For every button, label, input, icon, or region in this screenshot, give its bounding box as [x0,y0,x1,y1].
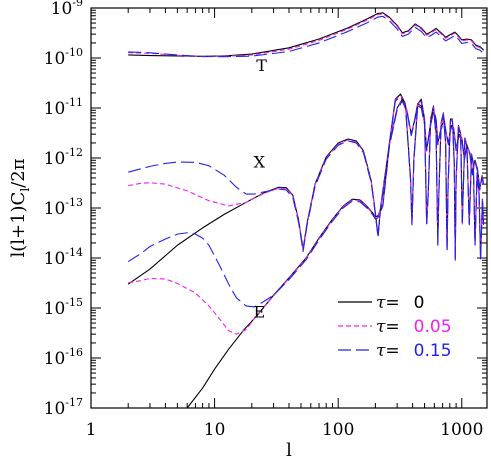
curve-label-t: T [256,56,267,75]
y-tick-exponent: -15 [65,296,83,309]
x-tick-label: 1000 [440,420,483,440]
x-tick-label: 10 [204,420,226,440]
y-tick-label: 10-16 [44,346,83,369]
y-axis-label-subscript: l [18,188,32,192]
series-e-tau-0-15 [127,100,485,308]
y-tick-exponent: -11 [65,96,83,109]
y-tick-base: 10 [44,149,66,169]
y-tick-exponent: -12 [65,146,83,159]
y-tick-exponent: -13 [65,196,83,209]
legend-label: τ= 0.05 [376,317,452,337]
y-tick-labels: 10-910-1010-1110-1210-1310-1410-1510-161… [44,0,83,419]
series-e-tau-0-05 [128,99,485,335]
x-axis-label: l [286,440,292,461]
legend-value: 0 [414,293,425,313]
y-tick-base: 10 [44,199,66,219]
x-tick-label: 100 [322,420,354,440]
curve-label-x: X [254,152,266,171]
y-tick-exponent: -10 [65,46,83,59]
y-tick-label: 10-12 [44,146,83,169]
y-tick-base: 10 [44,99,66,119]
y-tick-exponent: -16 [65,346,83,359]
y-tick-label: 10-10 [44,46,83,69]
y-tick-exponent: -9 [72,0,83,9]
series-x-tau-0-15 [128,95,485,261]
legend-tau-symbol: τ= [376,317,400,337]
legend-tau-symbol: τ= [376,293,400,313]
y-tick-base: 10 [44,399,66,419]
y-tick-label: 10-9 [51,0,83,19]
series-t-tau-0-15 [128,15,484,58]
legend-label: τ= 0 [376,293,424,313]
y-axis-label-tail: /2π [8,158,29,188]
legend: τ= 0 τ= 0.05 τ= 0.15 [338,293,452,361]
y-tick-base: 10 [44,49,66,69]
curve-label-e: E [253,302,265,321]
y-tick-exponent: -17 [65,396,83,409]
x-tick-label: 1 [86,420,97,440]
y-tick-label: 10-13 [44,196,83,219]
series-t-tau-0 [128,12,484,57]
x-tick-labels: 1 10 100 1000 [86,420,484,440]
legend-value: 0.05 [414,317,452,337]
y-tick-base: 10 [44,349,66,369]
y-tick-label: 10-17 [44,396,83,419]
legend-value: 0.15 [414,341,452,361]
y-axis-label: l(l+1)Cl/2π [8,158,32,257]
y-tick-exponent: -14 [65,246,83,259]
y-axis-label-main: l(l+1)C [8,192,29,258]
y-tick-base: 10 [44,299,66,319]
series-t-tau-0-05 [128,13,484,58]
legend-label: τ= 0.15 [376,341,452,361]
y-tick-label: 10-14 [44,246,83,269]
legend-tau-symbol: τ= [376,341,400,361]
curve-labels: T X E [253,56,267,321]
y-tick-base: 10 [51,0,73,19]
y-tick-label: 10-15 [44,296,83,319]
y-tick-base: 10 [44,249,66,269]
series-layer [127,12,485,408]
y-tick-label: 10-11 [44,96,83,119]
